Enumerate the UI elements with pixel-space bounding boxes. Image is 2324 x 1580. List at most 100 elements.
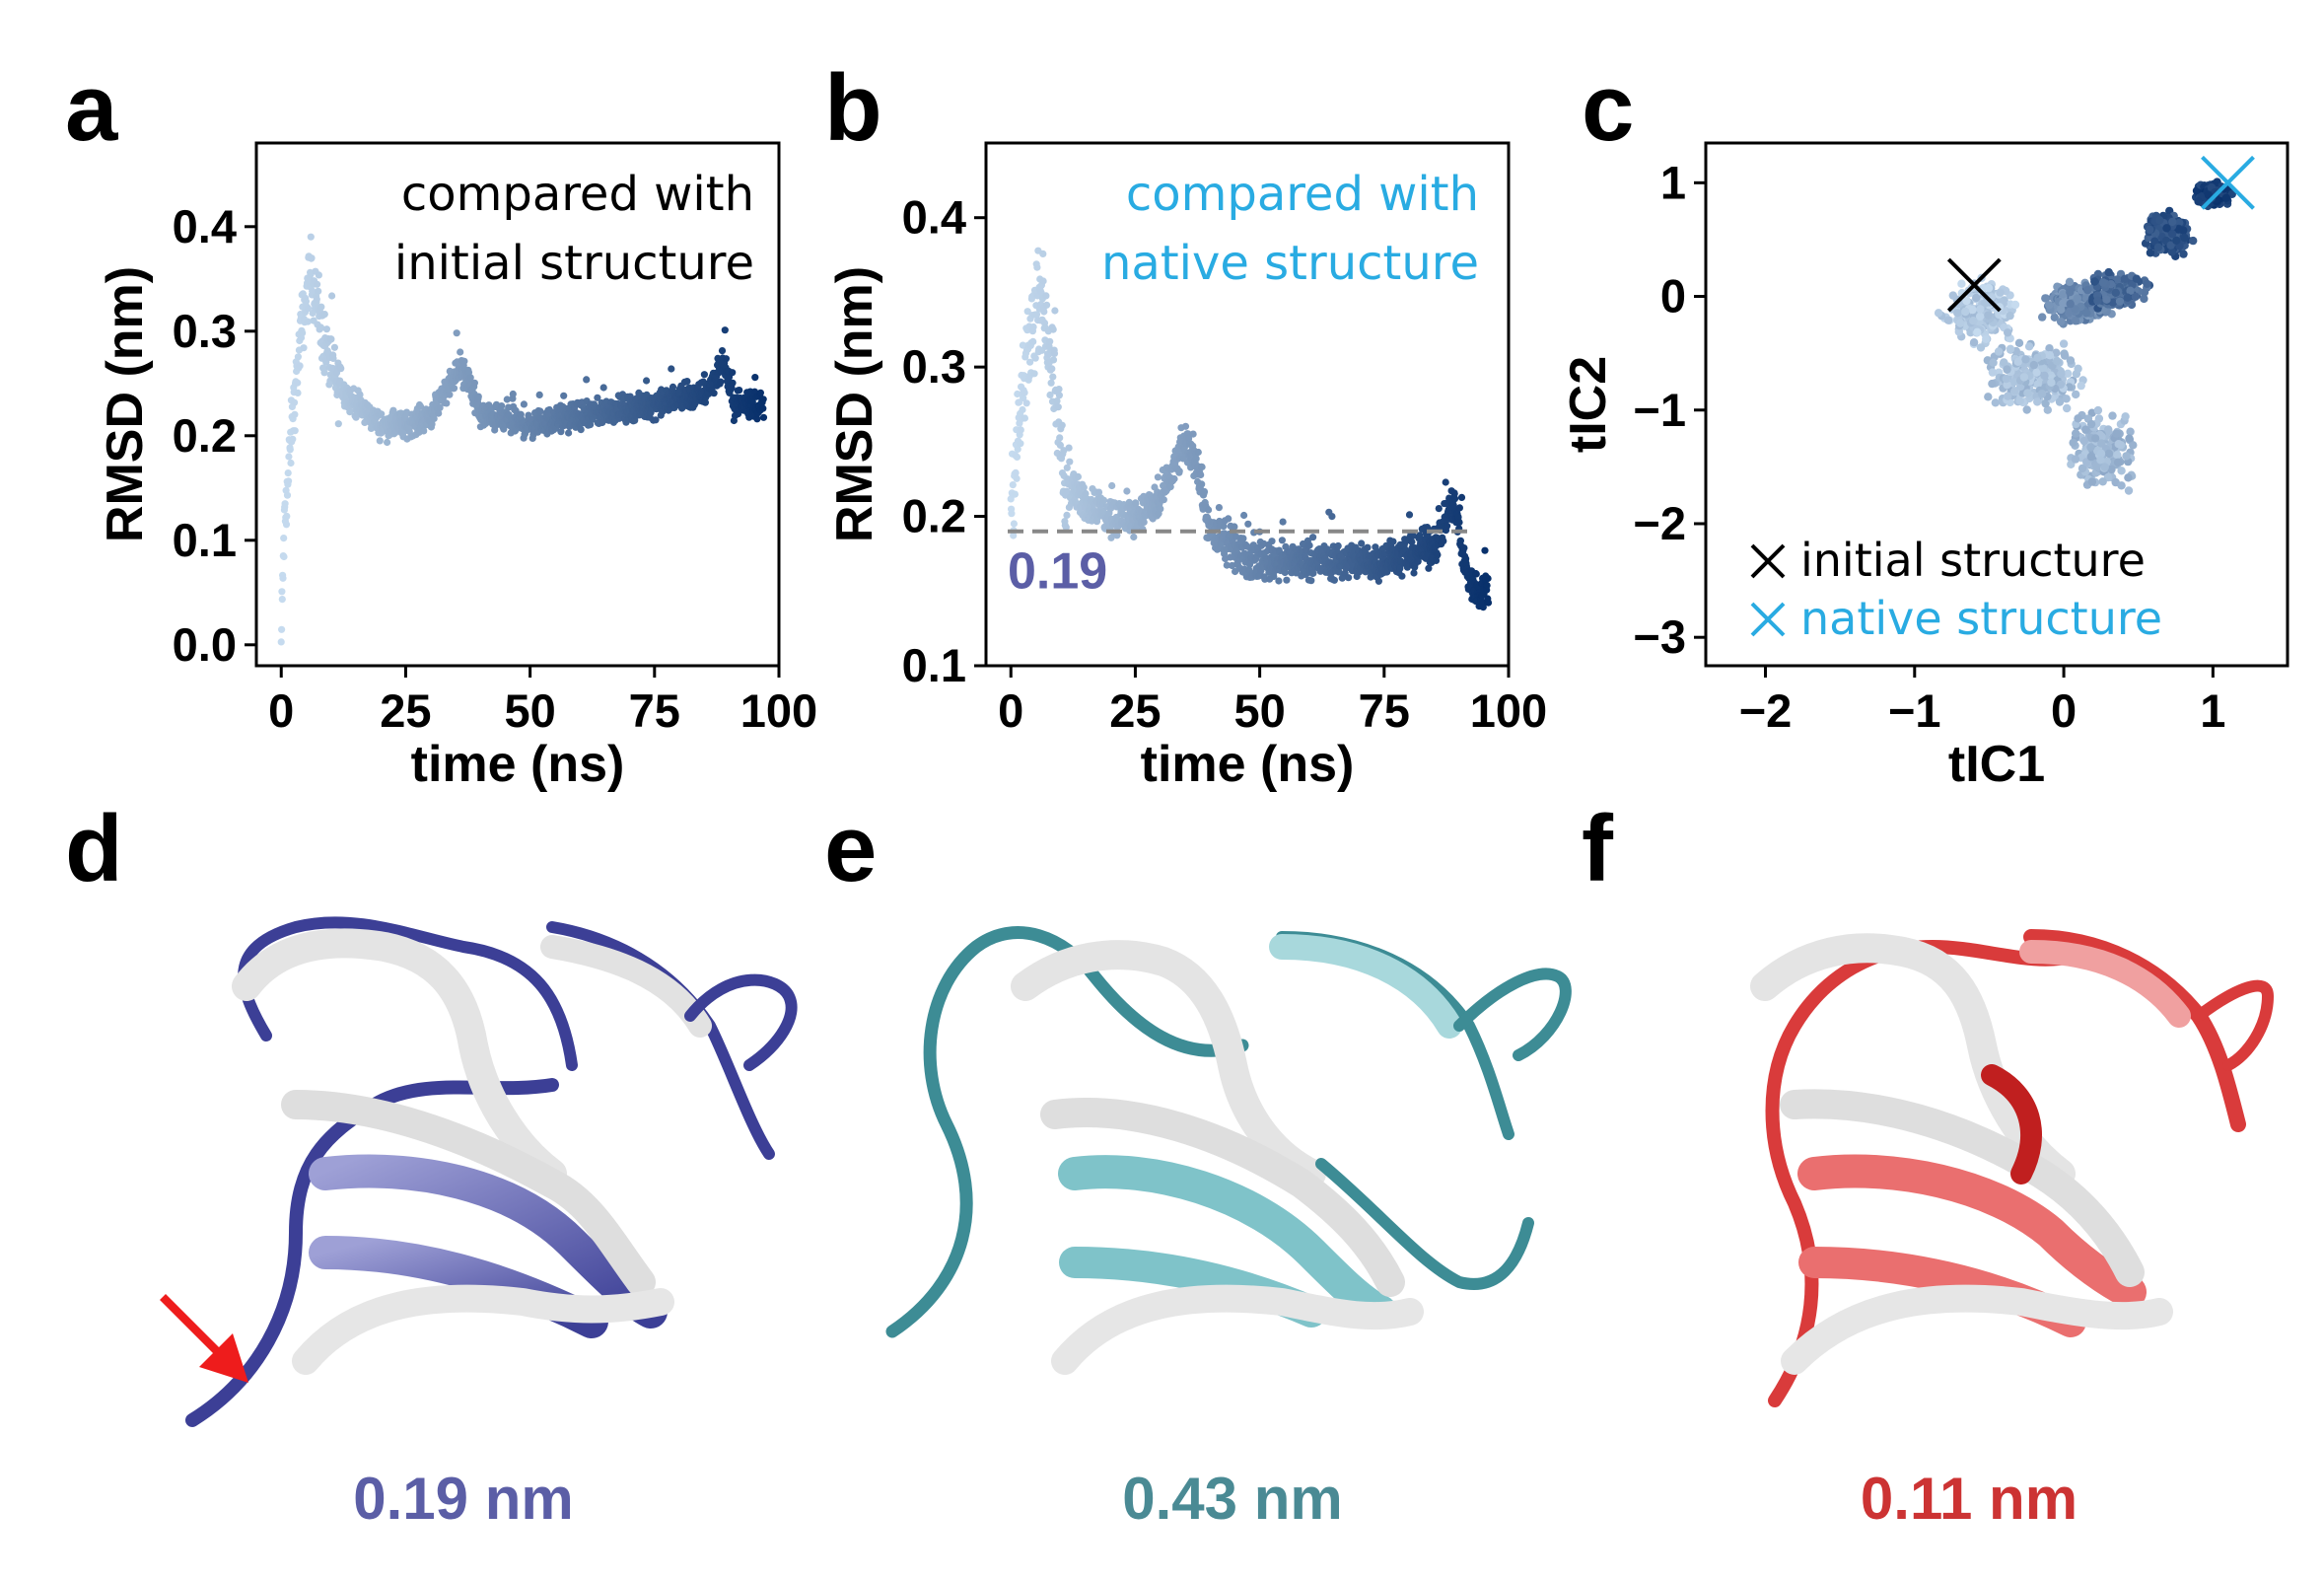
data-point: [294, 353, 302, 361]
data-point: [2113, 451, 2122, 460]
data-point: [498, 402, 506, 410]
data-point: [1309, 534, 1317, 541]
data-point: [2061, 351, 2070, 360]
data-point: [1108, 481, 1116, 490]
data-point: [2023, 389, 2032, 397]
data-point: [2125, 434, 2134, 443]
data-point: [1982, 334, 1991, 343]
data-point: [277, 638, 285, 646]
x-tick-label: 100: [1470, 684, 1547, 737]
data-point: [430, 414, 438, 423]
data-point: [1022, 399, 1030, 407]
data-point: [1961, 307, 1970, 317]
data-point: [1043, 301, 1051, 309]
y-tick-label: 0.2: [173, 409, 237, 462]
red-arrow-icon: [160, 1294, 248, 1383]
data-point: [1239, 535, 1247, 542]
data-point: [313, 295, 320, 303]
data-point: [2124, 473, 2133, 482]
x-tick-label: 100: [740, 684, 817, 737]
y-tick-label: 0.1: [902, 639, 966, 691]
data-point: [1223, 561, 1231, 569]
data-point: [2041, 398, 2050, 408]
data-point: [446, 391, 454, 398]
data-point: [420, 427, 428, 435]
panel-letter-f: f: [1582, 796, 1614, 901]
y-tick-label: 0.3: [173, 305, 237, 357]
data-point: [291, 427, 299, 435]
panel-letter-d: d: [65, 796, 123, 901]
chart-a-x-ticks: 0 25 50 75 100: [268, 666, 817, 737]
data-point: [428, 420, 436, 428]
chart-b-frame: [984, 141, 1511, 668]
data-point: [669, 383, 677, 391]
data-point: [322, 325, 330, 333]
data-point: [710, 390, 718, 397]
data-point: [683, 378, 691, 386]
data-point: [2126, 427, 2135, 436]
chart-a-xlabel: time (ns): [411, 736, 625, 793]
data-point: [2092, 462, 2101, 470]
data-point: [2077, 381, 2085, 391]
data-point: [2022, 405, 2031, 414]
data-point: [389, 406, 397, 414]
data-point: [560, 392, 568, 399]
data-point: [1479, 604, 1487, 611]
data-point: [1984, 283, 1994, 293]
data-point: [729, 369, 737, 377]
data-point: [599, 384, 607, 392]
data-point: [2221, 193, 2231, 202]
data-point: [2050, 313, 2059, 322]
data-point: [2107, 465, 2116, 474]
data-point: [1435, 504, 1443, 513]
chart-c-markers: [1946, 155, 2255, 313]
y-tick-label: −2: [1633, 497, 1686, 549]
data-point: [1278, 537, 1286, 544]
data-point: [2162, 224, 2171, 233]
data-point: [1080, 483, 1088, 491]
data-point: [1416, 532, 1424, 539]
data-point: [2079, 436, 2088, 446]
data-point: [460, 357, 468, 365]
data-point: [2113, 275, 2122, 284]
data-point: [1279, 518, 1287, 526]
data-point: [1281, 568, 1289, 577]
data-point: [1396, 564, 1404, 573]
data-point: [2168, 217, 2177, 227]
data-point: [2033, 397, 2042, 406]
data-point: [309, 287, 317, 295]
data-point: [283, 491, 292, 499]
data-point: [759, 404, 767, 412]
data-point: [416, 402, 425, 410]
data-point: [1989, 358, 1998, 367]
data-point: [2179, 250, 2188, 258]
data-point: [1409, 532, 1417, 539]
data-point: [1973, 327, 1982, 336]
data-point: [1483, 582, 1491, 590]
data-point: [1029, 337, 1037, 345]
data-point: [1021, 414, 1028, 422]
data-point: [1398, 572, 1406, 580]
data-point: [759, 413, 768, 421]
data-point: [1026, 358, 1034, 366]
data-point: [466, 374, 474, 382]
data-point: [718, 347, 727, 355]
data-point: [2059, 299, 2068, 308]
data-point: [2015, 396, 2024, 405]
panel-letter-b: b: [824, 55, 882, 161]
data-point: [1014, 445, 1021, 453]
data-point: [1113, 532, 1121, 539]
data-point: [2066, 288, 2075, 297]
data-point: [2024, 342, 2034, 351]
data-point: [2010, 387, 2019, 395]
chart-a-annotation-line1: compared with: [401, 167, 754, 222]
data-point: [304, 318, 312, 325]
data-point: [1049, 325, 1057, 333]
data-point: [1012, 468, 1020, 476]
data-point: [2108, 298, 2118, 307]
data-point: [2045, 301, 2054, 310]
data-point: [2098, 477, 2107, 486]
data-point: [2071, 455, 2080, 464]
data-point: [2056, 380, 2066, 390]
